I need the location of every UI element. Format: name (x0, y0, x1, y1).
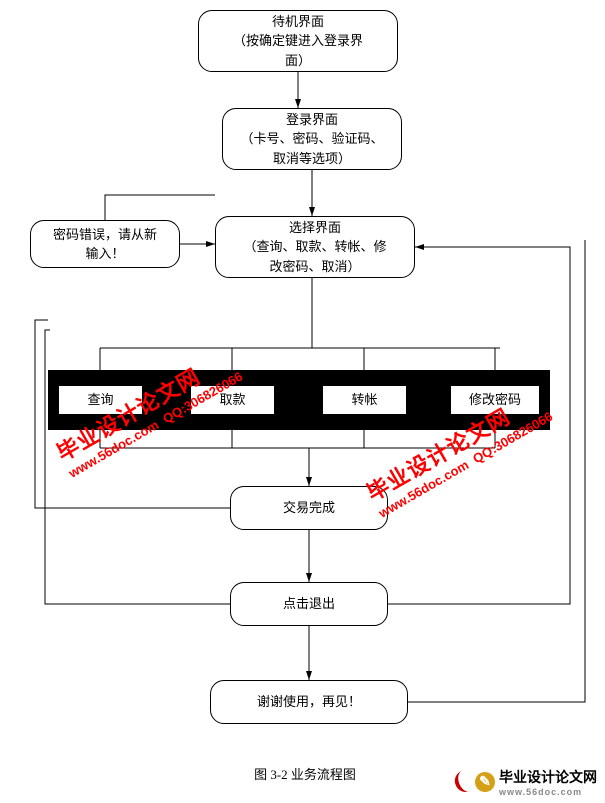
node-query-text: 查询 (87, 390, 113, 410)
node-changepwd-text: 修改密码 (469, 390, 521, 410)
node-bye-text: 谢谢使用，再见！ (257, 692, 361, 712)
footer-logo-curve-icon (452, 769, 475, 795)
node-query: 查询 (58, 385, 143, 415)
node-exit-text: 点击退出 (283, 594, 335, 614)
footer-logo-circle-icon: ✎ (475, 772, 495, 792)
watermark-right-url: www.56doc.com (376, 457, 471, 521)
node-transfer: 转帐 (322, 385, 407, 415)
node-standby-text: 待机界面（按确定键进入登录界面） (233, 12, 363, 71)
node-exit: 点击退出 (230, 582, 388, 626)
node-withdraw-text: 取款 (219, 390, 245, 410)
figure-caption-text: 图 3-2 业务流程图 (254, 767, 356, 782)
node-pwd-error-text: 密码错误，请从新输入！ (53, 225, 157, 264)
node-select: 选择界面（查询、取款、转帐、修改密码、取消） (215, 216, 415, 278)
node-login-text: 登录界面（卡号、密码、验证码、取消等选项） (240, 110, 383, 169)
footer-brand-line2: www.56doc.com (499, 787, 597, 797)
node-done-text: 交易完成 (283, 498, 335, 518)
figure-caption: 图 3-2 业务流程图 (220, 764, 390, 783)
node-login: 登录界面（卡号、密码、验证码、取消等选项） (222, 108, 402, 170)
node-select-text: 选择界面（查询、取款、转帐、修改密码、取消） (243, 218, 386, 277)
node-withdraw: 取款 (190, 385, 275, 415)
node-changepwd: 修改密码 (450, 385, 540, 415)
node-transfer-text: 转帐 (351, 390, 377, 410)
node-bye: 谢谢使用，再见！ (210, 680, 408, 724)
footer-logo: ✎ 毕业设计论文网 www.56doc.com (455, 767, 597, 797)
watermark-right-qq: QQ:306826066 (470, 409, 555, 467)
node-done: 交易完成 (230, 486, 388, 530)
node-pwd-error: 密码错误，请从新输入！ (30, 220, 180, 268)
footer-brand-line1: 毕业设计论文网 (499, 767, 597, 787)
node-standby: 待机界面（按确定键进入登录界面） (198, 10, 398, 72)
watermark-left-url: www.56doc.com (66, 417, 161, 481)
